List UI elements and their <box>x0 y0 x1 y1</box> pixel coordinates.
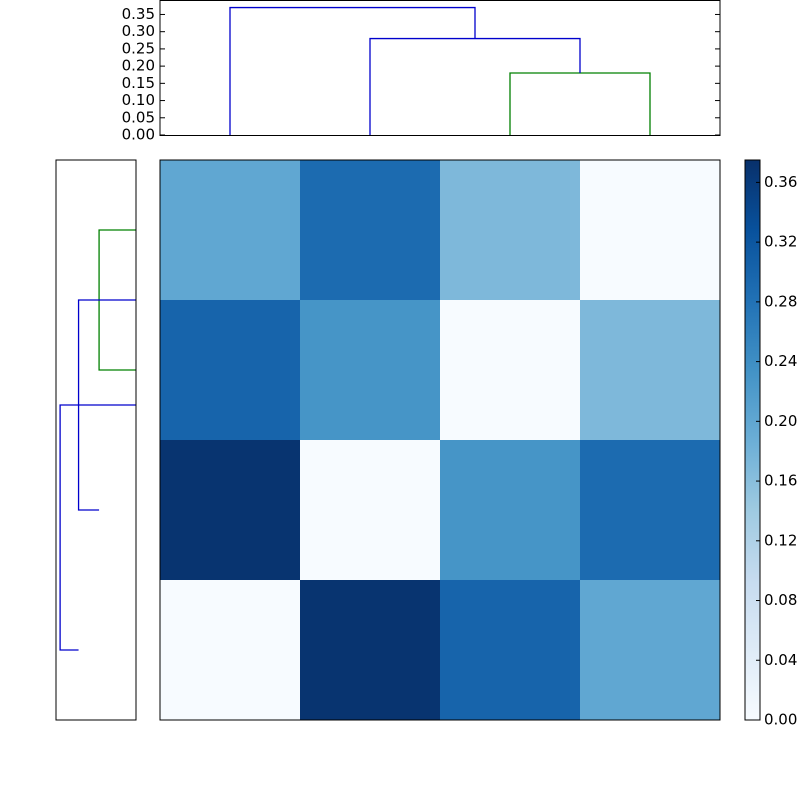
dendrogram-link <box>59 404 136 651</box>
heatmap-frame <box>159 159 721 721</box>
heatmap-cell <box>440 580 581 721</box>
heatmap-cell <box>580 580 721 721</box>
colorbar-tick-label: 0.16 <box>764 472 797 490</box>
y-tick-label: 0.00 <box>122 126 155 144</box>
heatmap-cell <box>440 440 581 581</box>
dendrogram-link <box>509 72 651 135</box>
heatmap-cell <box>160 160 301 301</box>
top-dendrogram-frame <box>159 0 721 136</box>
colorbar-tick-label: 0.36 <box>764 173 797 191</box>
y-tick-label: 0.30 <box>122 22 155 40</box>
heatmap-cell <box>440 160 581 301</box>
heatmap-cell <box>300 580 441 721</box>
heatmap-cell <box>160 300 301 441</box>
heatmap-cell <box>580 440 721 581</box>
colorbar-tick-label: 0.04 <box>764 651 797 669</box>
colorbar-tick-label: 0.12 <box>764 531 797 549</box>
left-dendrogram-frame <box>55 159 137 721</box>
y-tick-label: 0.10 <box>122 91 155 109</box>
colorbar <box>744 159 761 721</box>
colorbar-tick-label: 0.08 <box>764 591 797 609</box>
colorbar-tick-label: 0.28 <box>764 292 797 310</box>
colorbar-tick-label: 0.24 <box>764 352 797 370</box>
heatmap-cell <box>300 440 441 581</box>
heatmap-cell <box>300 160 441 301</box>
dendrogram-link <box>229 6 476 135</box>
heatmap-cell <box>580 300 721 441</box>
heatmap-cell <box>580 160 721 301</box>
colorbar-tick-label: 0.00 <box>764 711 797 729</box>
y-tick-label: 0.20 <box>122 57 155 75</box>
dendrogram-link <box>369 37 581 135</box>
heatmap-cell <box>160 580 301 721</box>
y-tick-label: 0.25 <box>122 39 155 57</box>
y-tick-label: 0.15 <box>122 74 155 92</box>
colorbar-tick-label: 0.32 <box>764 233 797 251</box>
heatmap-cell <box>160 440 301 581</box>
y-tick-label: 0.05 <box>122 108 155 126</box>
y-tick-label: 0.35 <box>122 5 155 23</box>
colorbar-tick-label: 0.20 <box>764 412 797 430</box>
heatmap-cell <box>440 300 581 441</box>
heatmap-cell <box>300 300 441 441</box>
